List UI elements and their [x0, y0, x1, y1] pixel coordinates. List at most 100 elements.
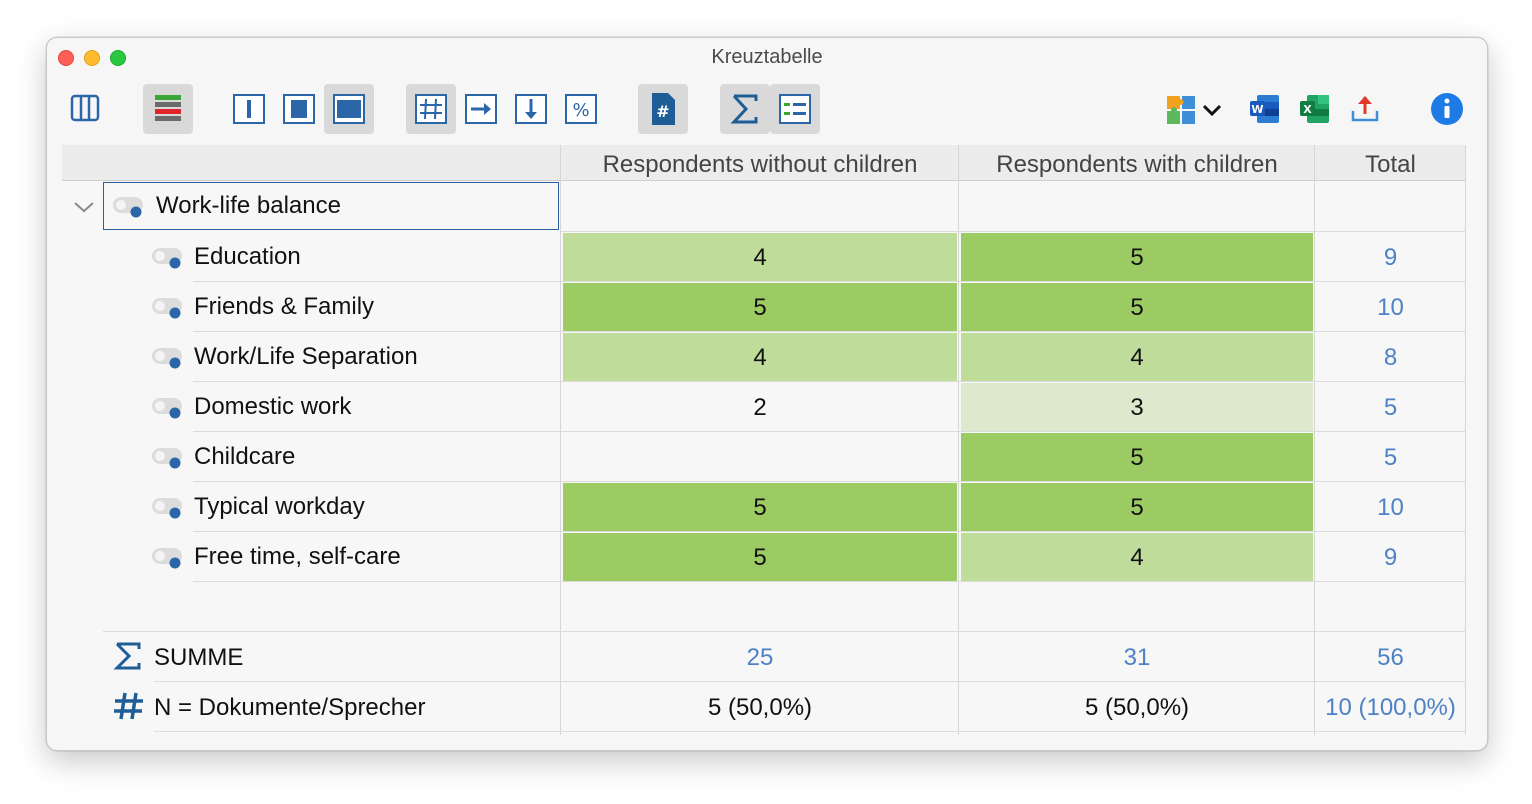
code-row-label[interactable]: Typical workday [194, 493, 365, 520]
column-narrow-icon [233, 94, 265, 124]
sigma-button[interactable] [720, 84, 770, 134]
svg-text:X: X [1303, 103, 1312, 116]
title-bar: Kreuztabelle [47, 38, 1487, 76]
percent-icon: % [565, 94, 597, 124]
column-medium-button[interactable] [274, 84, 324, 134]
cell-without-children[interactable] [563, 433, 957, 481]
parent-code-row[interactable]: Work-life balance [103, 182, 559, 230]
export-excel-button[interactable]: X [1290, 84, 1340, 134]
column-wide-button[interactable] [324, 84, 374, 134]
code-icon [152, 348, 182, 369]
sum-total: 56 [1377, 644, 1404, 671]
grid-divider [560, 145, 561, 735]
cell-with-children[interactable]: 5 [961, 233, 1313, 281]
minimize-button[interactable] [84, 50, 100, 66]
parent-code-label: Work-life balance [156, 192, 341, 219]
arrow-down-icon [515, 94, 547, 124]
cell-total: 5 [1383, 444, 1398, 471]
info-button[interactable] [1422, 84, 1472, 134]
grid-divider [193, 431, 1466, 432]
grid-divider [154, 681, 1466, 682]
cell-without-children[interactable]: 5 [563, 283, 957, 331]
grid-divider [1314, 145, 1315, 735]
cell-without-children[interactable]: 2 [753, 394, 767, 421]
column-header-with-children[interactable]: Respondents with children [959, 145, 1315, 181]
code-row-label[interactable]: Education [194, 243, 301, 270]
hash-grid-icon [415, 94, 447, 124]
grid-divider [1465, 145, 1466, 735]
column-header-without-children[interactable]: Respondents without children [561, 145, 959, 181]
n-row-label: N = Dokumente/Sprecher [154, 694, 426, 721]
arrow-down-button[interactable] [506, 84, 556, 134]
code-icon [152, 248, 182, 269]
close-button[interactable] [58, 50, 74, 66]
cell-without-children[interactable]: 4 [563, 333, 957, 381]
sum-without-children: 25 [746, 644, 774, 671]
export-button[interactable] [1340, 84, 1390, 134]
export-word-button[interactable]: W [1240, 84, 1290, 134]
cell-total: 8 [1383, 344, 1398, 371]
code-icon [152, 298, 182, 319]
columns-panel-button[interactable] [60, 84, 110, 134]
n-with-children: 5 (50,0%) [1084, 694, 1190, 721]
grid-divider [193, 581, 1466, 582]
cell-without-children[interactable]: 5 [563, 533, 957, 581]
doc-hash-icon: # [652, 93, 675, 125]
arrow-right-icon [465, 94, 497, 124]
columns-panel-icon [70, 94, 100, 122]
chevron-down-icon [1202, 104, 1222, 117]
code-row-label[interactable]: Childcare [194, 443, 296, 470]
export-icon [1351, 96, 1379, 122]
code-row-label[interactable]: Free time, self-care [194, 543, 401, 570]
cell-with-children[interactable]: 3 [961, 383, 1313, 431]
puzzle-menu-button[interactable] [1156, 84, 1206, 134]
heatmap-button[interactable] [143, 84, 193, 134]
document-hash-button[interactable]: # [638, 84, 688, 134]
percent-button[interactable]: % [556, 84, 606, 134]
heatmap-icon [155, 95, 181, 121]
column-wide-icon [333, 94, 365, 124]
zoom-button[interactable] [110, 50, 126, 66]
arrow-right-button[interactable] [456, 84, 506, 134]
n-without-children: 5 (50,0%) [707, 694, 813, 721]
word-icon: W [1250, 95, 1279, 123]
cell-total: 5 [1383, 394, 1398, 421]
code-row-label[interactable]: Domestic work [194, 393, 352, 420]
crosstab-grid: Respondents without children Respondents… [62, 145, 1471, 735]
hash-grid-button[interactable] [406, 84, 456, 134]
crosstab-window: Kreuztabelle [46, 37, 1488, 751]
cell-with-children[interactable]: 4 [961, 333, 1313, 381]
cell-with-children[interactable]: 5 [961, 283, 1313, 331]
code-row-label[interactable]: Work/Life Separation [194, 343, 418, 370]
cell-total: 9 [1383, 244, 1398, 271]
grid-divider [958, 145, 959, 735]
info-icon [1431, 93, 1463, 125]
grid-divider [103, 631, 1466, 632]
row-header-corner [62, 145, 561, 181]
grid-divider [193, 481, 1466, 482]
column-header-total[interactable]: Total [1315, 145, 1466, 181]
legend-button[interactable] [770, 84, 820, 134]
cell-with-children[interactable]: 5 [961, 483, 1313, 531]
code-row-label[interactable]: Friends & Family [194, 293, 375, 320]
svg-text:W: W [1251, 103, 1263, 116]
cell-with-children[interactable]: 5 [961, 433, 1313, 481]
cell-without-children[interactable]: 5 [563, 483, 957, 531]
cell-without-children[interactable]: 4 [563, 233, 957, 281]
column-narrow-button[interactable] [224, 84, 274, 134]
excel-icon: X [1300, 95, 1329, 123]
cell-with-children[interactable]: 4 [961, 533, 1313, 581]
code-icon [152, 548, 182, 569]
cell-total: 10 [1377, 494, 1404, 521]
grid-divider [154, 731, 1466, 732]
puzzle-dropdown-button[interactable] [1197, 84, 1227, 134]
code-icon [152, 398, 182, 419]
column-medium-icon [283, 94, 315, 124]
n-total: 10 (100,0%) [1325, 694, 1456, 721]
code-icon [113, 197, 143, 218]
collapse-chevron-icon[interactable] [72, 195, 96, 219]
grid-divider [193, 531, 1466, 532]
code-icon [152, 498, 182, 519]
puzzle-icon [1167, 96, 1195, 124]
hash-icon [114, 692, 143, 720]
